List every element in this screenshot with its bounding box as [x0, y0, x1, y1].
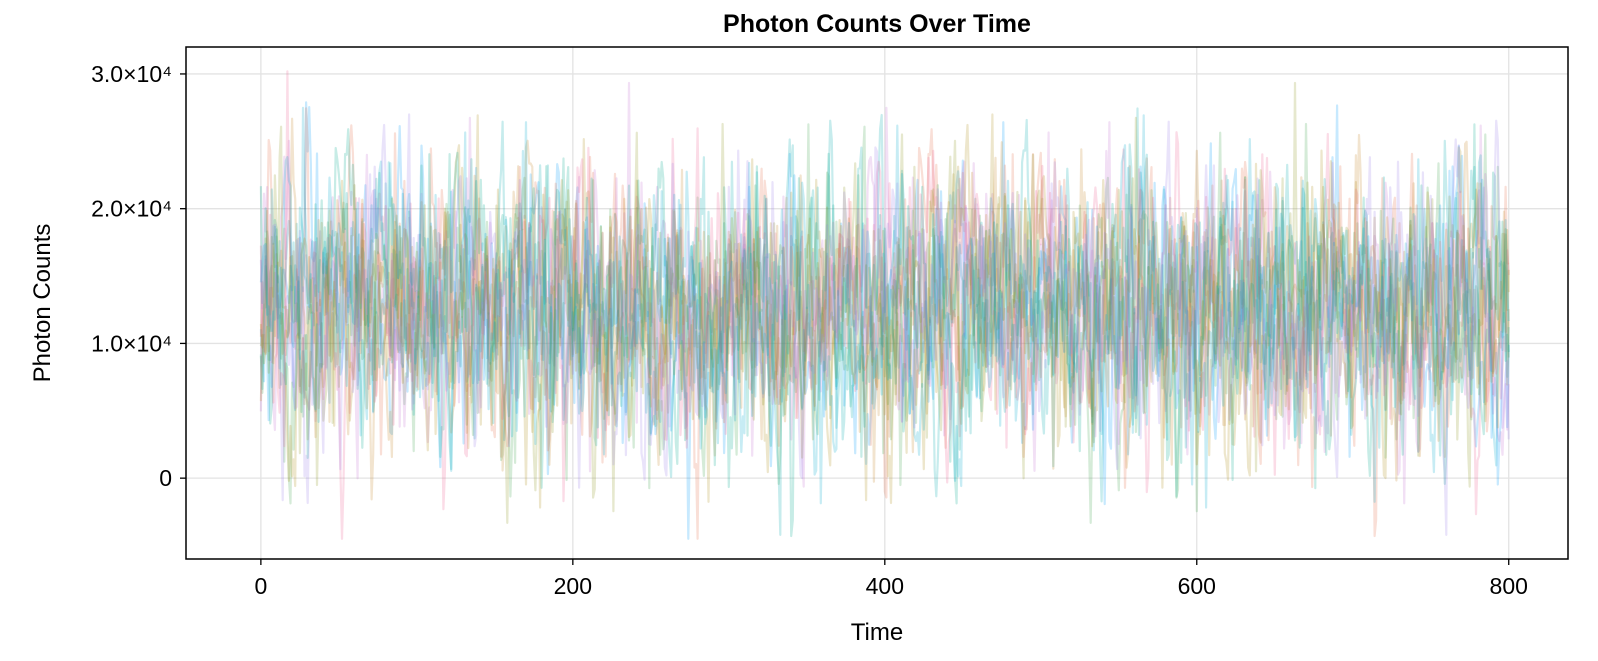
series-line: [259, 101, 1510, 540]
chart-title: Photon Counts Over Time: [723, 10, 1031, 38]
series-line: [259, 123, 1510, 538]
y-axis-label: Photon Counts: [29, 224, 56, 383]
series-line: [259, 107, 1510, 540]
series-line: [259, 117, 1510, 501]
x-tick-label: 600: [1178, 573, 1216, 599]
x-tick-label: 800: [1490, 573, 1528, 599]
y-tick-label: 3.0×10⁴: [91, 61, 172, 87]
series-line: [259, 113, 1510, 536]
series-line: [259, 81, 1510, 524]
y-axis-ticks: 0 1.0×10⁴ 2.0×10⁴ 3.0×10⁴: [91, 61, 186, 491]
series-line: [259, 107, 1510, 536]
x-tick-label: 400: [866, 573, 904, 599]
series-line: [259, 122, 1510, 524]
gridlines: [186, 47, 1568, 559]
series-line: [259, 106, 1510, 509]
y-tick-label: 1.0×10⁴: [91, 330, 172, 356]
series-line: [259, 70, 1510, 540]
x-axis-label: Time: [851, 619, 903, 646]
y-tick-label: 0: [159, 465, 172, 491]
y-tick-label: 2.0×10⁴: [91, 196, 172, 222]
x-tick-label: 200: [554, 573, 592, 599]
series-group: [259, 70, 1510, 540]
series-line: [259, 81, 1510, 505]
series-line: [259, 113, 1510, 509]
plot-frame: [185, 46, 1569, 560]
x-tick-label: 0: [254, 573, 267, 599]
x-axis-ticks: 0 200 400 600 800: [254, 559, 1528, 599]
